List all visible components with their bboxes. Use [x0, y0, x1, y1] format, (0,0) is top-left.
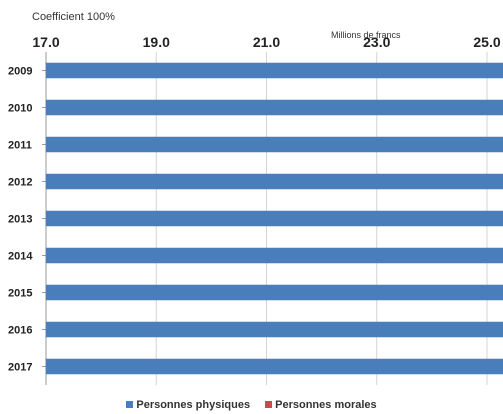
y-tick-label-2014: 2014 — [8, 251, 33, 263]
legend-item-personnes-morales: Personnes morales — [265, 399, 377, 411]
y-tick-label-2017: 2017 — [8, 362, 32, 374]
bar-personnes-physiques-2016 — [45, 321, 503, 338]
x-tick-label-25-0: 25.0 — [473, 34, 500, 50]
y-tick-label-2015: 2015 — [8, 288, 32, 300]
legend-label-personnes-morales: Personnes morales — [275, 399, 377, 411]
legend-label-personnes-physiques: Personnes physiques — [136, 399, 251, 411]
chart-subtitle: Coefficient 100% — [32, 11, 115, 23]
y-tick-label-2016: 2016 — [8, 325, 32, 337]
x-tick-label-19-0: 19.0 — [143, 34, 170, 50]
chart-legend: Personnes physiques Personnes morales — [0, 399, 503, 411]
x-tick-label-17-0: 17.0 — [32, 34, 59, 50]
x-tick-label-21-0: 21.0 — [253, 34, 280, 50]
x-tick-label-23-0: 23.0 — [363, 34, 390, 50]
bar-personnes-physiques-2012 — [45, 173, 503, 190]
bar-personnes-physiques-2013 — [45, 210, 503, 227]
bar-personnes-physiques-2015 — [45, 284, 503, 301]
bar-personnes-physiques-2014 — [45, 247, 503, 264]
legend-item-personnes-physiques: Personnes physiques — [126, 399, 250, 411]
legend-swatch-personnes-morales — [265, 401, 273, 408]
bar-personnes-physiques-2010 — [45, 99, 503, 116]
legend-swatch-personnes-physiques — [126, 401, 134, 408]
y-tick-label-2011: 2011 — [8, 140, 32, 152]
y-tick-label-2010: 2010 — [8, 103, 32, 115]
bar-personnes-physiques-2017 — [45, 358, 503, 375]
bar-personnes-physiques-2009 — [45, 62, 503, 79]
y-tick-label-2013: 2013 — [8, 214, 32, 226]
y-tick-label-2009: 2009 — [8, 66, 32, 78]
unit-label: Millions de francs — [331, 30, 401, 40]
y-tick-label-2012: 2012 — [8, 177, 32, 189]
bar-personnes-physiques-2011 — [45, 136, 503, 153]
